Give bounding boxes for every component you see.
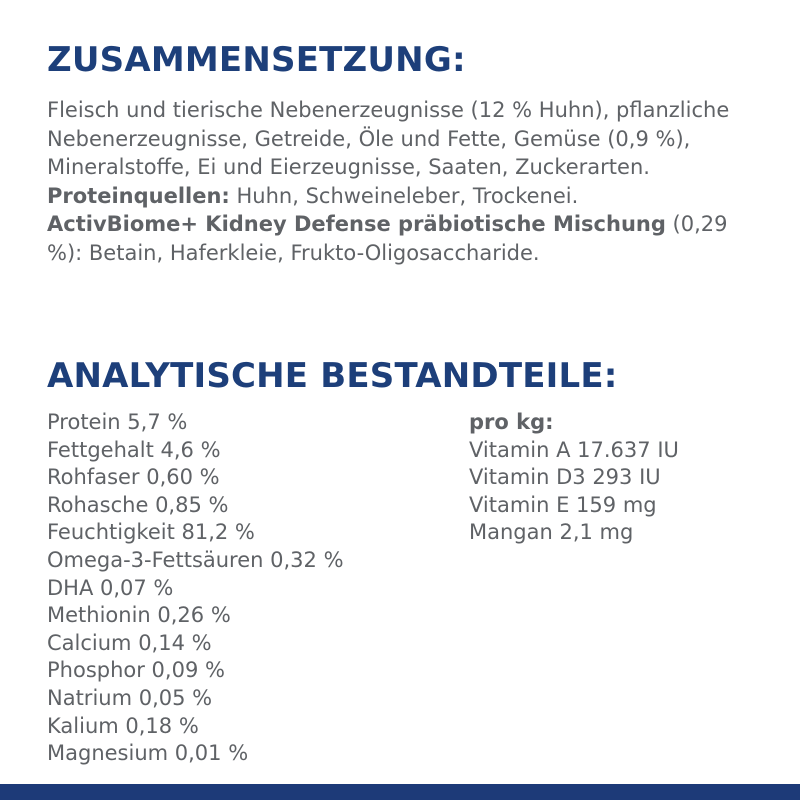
protein-sources-text: Huhn, Schweineleber, Trockenei. xyxy=(229,183,579,208)
prebiotic-text: (0,29 %): Betain, Haferkleie, Frukto-Oli… xyxy=(47,212,728,265)
list-item: Natrium 0,05 % xyxy=(47,685,213,710)
protein-sources-line: Proteinquellen: Huhn, Schweineleber, Tro… xyxy=(47,182,767,211)
composition-section: Fleisch und tierische Nebenerzeugnisse (… xyxy=(47,96,767,268)
prebiotic-label: ActivBiome+ Kidney Defense präbiotische … xyxy=(47,212,666,237)
list-item: Mangan 2,1 mg xyxy=(469,520,634,545)
list-item: Protein 5,7 % xyxy=(47,410,188,434)
prebiotic-line: ActivBiome+ Kidney Defense präbiotische … xyxy=(47,210,767,267)
analysis-heading: ANALYTISCHE BESTANDTEILE: xyxy=(47,356,618,396)
list-item: Kalium 0,18 % xyxy=(47,713,199,738)
list-item: Rohfaser 0,60 % xyxy=(47,465,220,490)
list-item: Vitamin E 159 mg xyxy=(469,492,657,517)
analysis-per-kg-list: pro kg: Vitamin A 17.637 IU Vitamin D3 2… xyxy=(469,409,769,547)
list-item: Fettgehalt 4,6 % xyxy=(47,437,221,462)
bottom-bar xyxy=(0,784,800,800)
per-kg-label: pro kg: xyxy=(469,410,554,434)
ingredients-text: Fleisch und tierische Nebenerzeugnisse (… xyxy=(47,98,730,180)
list-item: Vitamin A 17.637 IU xyxy=(469,437,679,462)
list-item: Vitamin D3 293 IU xyxy=(469,465,661,490)
list-item: DHA 0,07 % xyxy=(47,575,174,600)
protein-sources-label: Proteinquellen: xyxy=(47,183,230,208)
list-item: Calcium 0,14 % xyxy=(47,630,212,655)
list-item: Magnesium 0,01 % xyxy=(47,741,249,766)
list-item: Omega-3-Fettsäuren 0,32 % xyxy=(47,547,344,572)
list-item: Phosphor 0,09 % xyxy=(47,658,225,683)
list-item: Methionin 0,26 % xyxy=(47,603,231,628)
analysis-nutrient-list: Protein 5,7 % Fettgehalt 4,6 % Rohfaser … xyxy=(47,409,447,768)
composition-heading: ZUSAMMENSETZUNG: xyxy=(47,40,466,80)
list-item: Feuchtigkeit 81,2 % xyxy=(47,520,255,545)
list-item: Rohasche 0,85 % xyxy=(47,492,229,517)
